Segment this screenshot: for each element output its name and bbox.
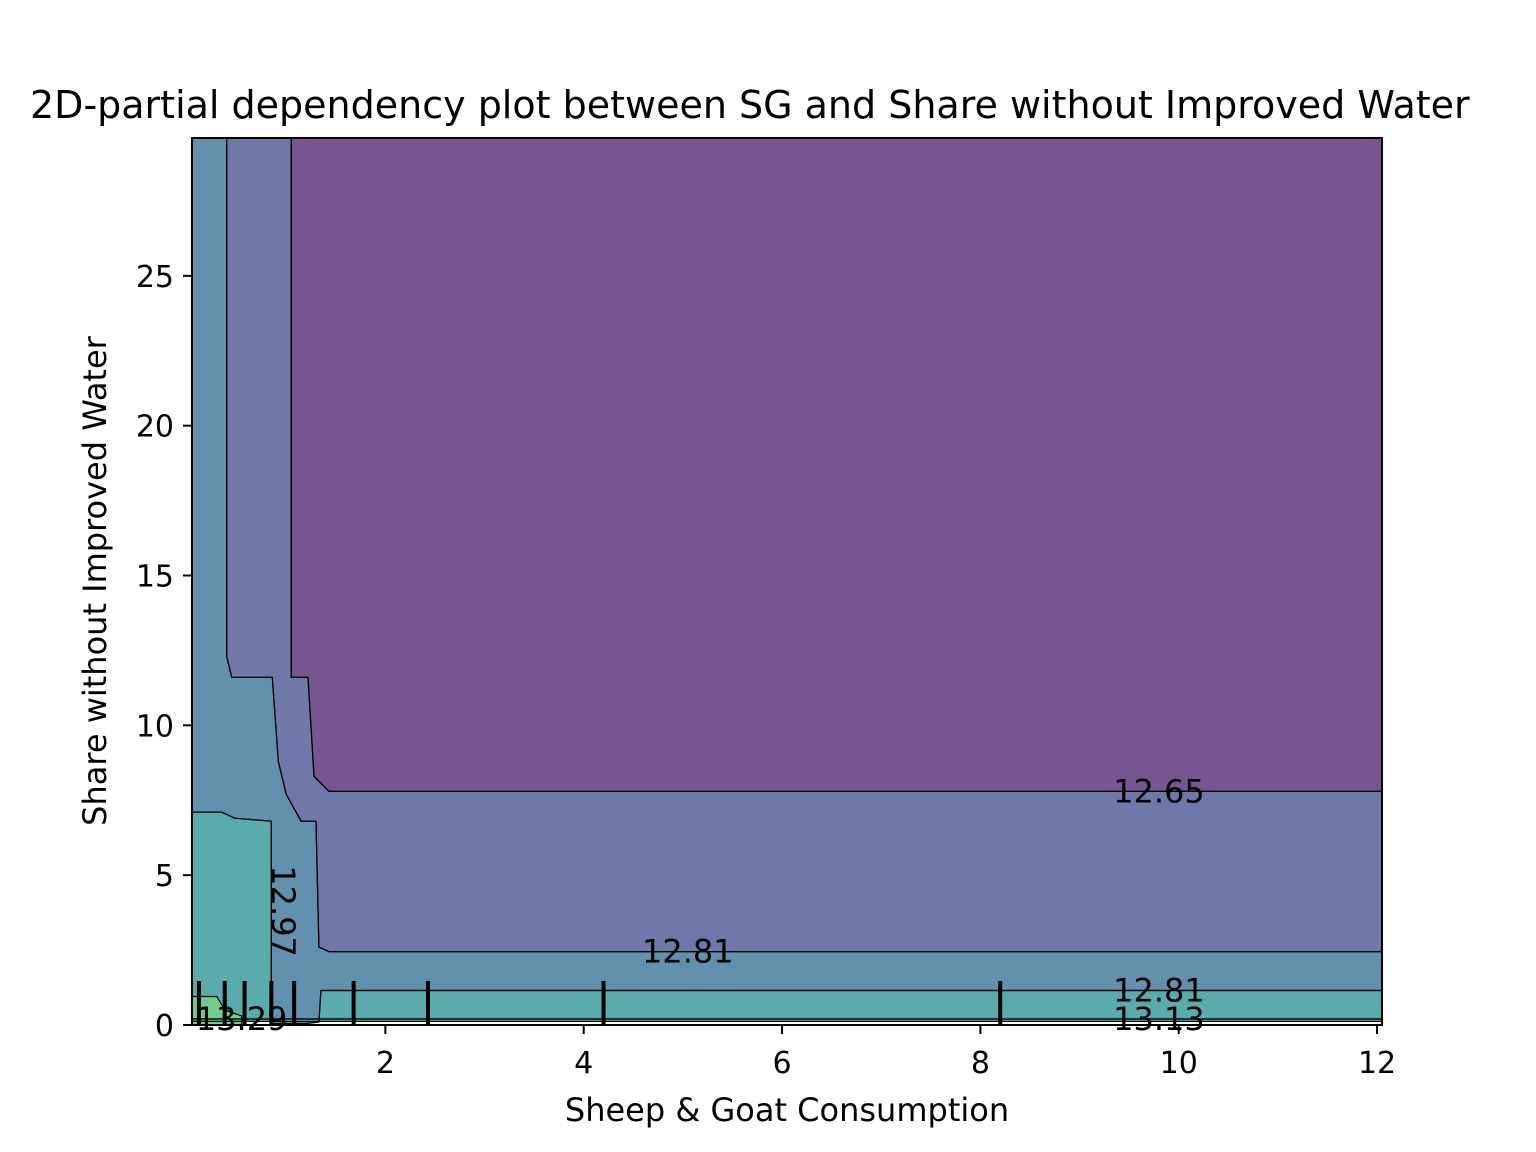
contour-label-5: 12.97: [264, 865, 302, 957]
x-tick-label: 8: [971, 1046, 990, 1081]
contour-label-text: 13.29: [196, 1000, 288, 1038]
plot-frame: [191, 137, 1383, 1026]
contour-label-text: 12.81: [1113, 972, 1205, 1010]
contour-label-text: 12.97: [264, 865, 302, 957]
contour-region-4: [192, 812, 1382, 1024]
contour-label-3: 12.81: [1113, 972, 1205, 1010]
x-tick-label: 4: [574, 1046, 593, 1081]
y-tick-label: 5: [155, 859, 174, 894]
chart-title: 2D-partial dependency plot between SG an…: [30, 83, 1470, 127]
y-tick-label: 15: [136, 560, 174, 595]
y-tick-label: 0: [155, 1009, 174, 1044]
contour-region-6: [192, 996, 242, 1025]
contour-label-1: 12.65: [1113, 772, 1205, 810]
y-tick-label: 10: [136, 709, 174, 744]
x-axis-label: Sheep & Goat Consumption: [565, 1091, 1009, 1129]
contour-label-text: 13.13: [1113, 1000, 1205, 1038]
contour-label-4: 13.13: [1113, 1000, 1205, 1038]
y-tick-label: 20: [136, 410, 174, 445]
x-tick-label: 12: [1358, 1046, 1396, 1081]
contour-label-2: 12.81: [642, 933, 734, 971]
contour-region-1: [291, 138, 1383, 792]
y-tick-label: 25: [136, 260, 174, 295]
rug-marks-layer: [196, 981, 1003, 1025]
x-tick-label: 6: [772, 1046, 791, 1081]
y-axis-label: Share without Improved Water: [76, 335, 114, 825]
contour-label-text: 12.81: [642, 933, 734, 971]
contour-region-3: [192, 138, 1382, 1024]
contour-label-text: 12.65: [1113, 772, 1205, 810]
contour-label-6: 13.29: [196, 1000, 288, 1038]
y-axis: 0 5 10 15 20 25: [136, 260, 192, 1044]
x-axis: 2 4 6 8 10 12: [376, 1025, 1396, 1081]
contour-region-2: [226, 138, 1383, 952]
x-tick-label: 10: [1160, 1046, 1198, 1081]
contour-fill-layer: [192, 138, 1383, 1025]
x-tick-label: 2: [376, 1046, 395, 1081]
